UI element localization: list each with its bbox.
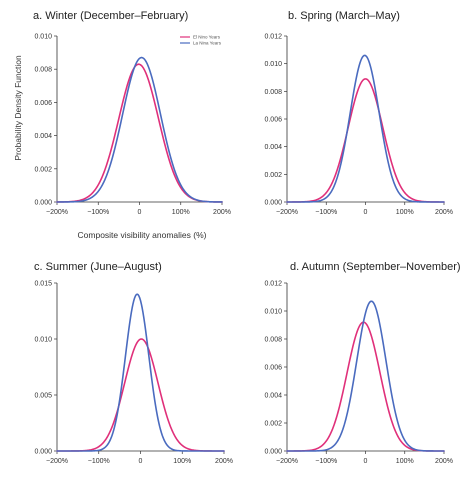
y-tick-label: 0.005 (34, 393, 52, 400)
x-tick-label: −200% (276, 458, 298, 465)
y-tick-label: 0.015 (34, 281, 52, 288)
y-tick-label: 0.002 (34, 166, 52, 173)
y-tick-label: 0.008 (264, 89, 282, 96)
y-tick-label: 0.006 (264, 365, 282, 372)
y-tick-label: 0.004 (34, 133, 52, 140)
y-tick-label: 0.012 (264, 281, 282, 288)
y-axis-label: Probability Density Function (13, 55, 23, 161)
y-tick-label: 0.000 (264, 200, 282, 207)
legend-label-la-nina: La Nina Years (193, 41, 222, 46)
x-tick-label: 0 (364, 209, 368, 216)
x-tick-label: 100% (173, 458, 191, 465)
panel-title: a. Winter (December–February) (33, 10, 188, 22)
series-line-la-nina-years (56, 56, 223, 203)
chart-panel-3: c. Summer (June–August) −200% −100% 0 100% 20… (34, 261, 233, 465)
y-tick-label: 0.012 (264, 34, 282, 41)
legend-label-el-nino: El Nino Years (193, 35, 221, 40)
x-tick-label: 0 (139, 458, 143, 465)
y-tick-label: 0.010 (34, 337, 52, 344)
panel-title: d. Autumn (September–November) (290, 261, 461, 273)
series-line-el-nino-years (286, 78, 445, 203)
x-tick-label: −100% (315, 458, 337, 465)
x-tick-label: 200% (215, 458, 233, 465)
series-line-la-nina-years (286, 300, 445, 452)
x-axis-label: Composite visibility anomalies (%) (78, 230, 207, 240)
y-tick-label: 0.002 (264, 421, 282, 428)
chart-panel-2: b. Spring (March–May) −200% −100% 0 100% 200%… (264, 10, 452, 216)
y-tick-label: 0.006 (34, 100, 52, 107)
x-tick-label: 0 (364, 458, 368, 465)
x-tick-label: −200% (46, 458, 68, 465)
series-line-el-nino-years (56, 338, 225, 452)
y-tick-label: 0.004 (264, 393, 282, 400)
x-tick-label: −100% (88, 458, 110, 465)
series-line-la-nina-years (286, 54, 445, 203)
x-tick-label: 200% (435, 458, 453, 465)
chart-panel-4: d. Autumn (September–November) −200% −100%… (264, 261, 460, 465)
y-tick-label: 0.000 (264, 449, 282, 456)
y-tick-label: 0.000 (34, 200, 52, 207)
panel-title: c. Summer (June–August) (34, 261, 162, 273)
x-tick-label: 200% (435, 209, 453, 216)
series-line-el-nino-years (286, 321, 445, 452)
y-tick-label: 0.010 (264, 61, 282, 68)
series-line-la-nina-years (56, 293, 225, 452)
x-tick-label: 0 (138, 209, 142, 216)
x-tick-label: 100% (396, 209, 414, 216)
legend: El Nino Years La Nina Years (180, 35, 222, 46)
series-line-el-nino-years (56, 63, 223, 203)
x-tick-label: 100% (172, 209, 190, 216)
x-tick-label: −200% (276, 209, 298, 216)
y-tick-label: 0.000 (34, 449, 52, 456)
panel-title: b. Spring (March–May) (288, 10, 400, 22)
panels: a. Winter (December–February) −200% −100% 0… (33, 10, 461, 465)
x-tick-label: 200% (213, 209, 231, 216)
y-tick-label: 0.010 (34, 34, 52, 41)
x-tick-label: −100% (87, 209, 109, 216)
x-tick-label: −200% (46, 209, 68, 216)
y-tick-label: 0.008 (34, 67, 52, 74)
x-tick-label: 100% (396, 458, 414, 465)
y-tick-label: 0.002 (264, 172, 282, 179)
y-tick-label: 0.010 (264, 309, 282, 316)
y-tick-label: 0.006 (264, 117, 282, 124)
x-tick-label: −100% (315, 209, 337, 216)
chart-panel-1: a. Winter (December–February) −200% −100% 0… (33, 10, 231, 216)
y-tick-label: 0.008 (264, 337, 282, 344)
y-tick-label: 0.004 (264, 144, 282, 151)
